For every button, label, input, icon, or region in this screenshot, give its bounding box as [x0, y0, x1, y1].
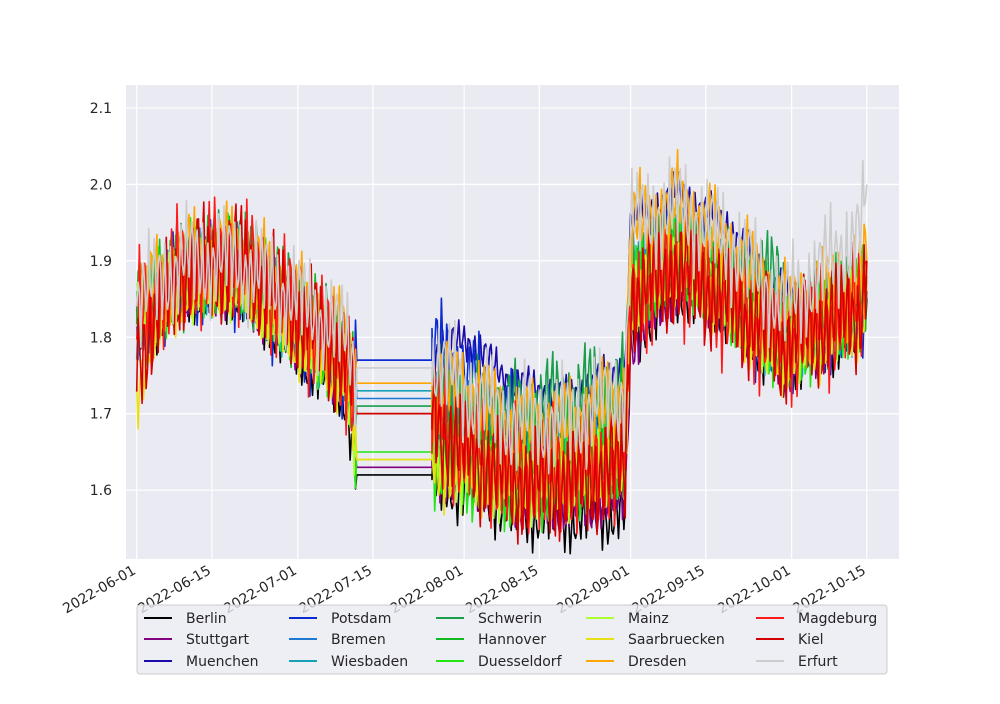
y-tick-label: 2.0 [90, 177, 112, 193]
series-line-erfurt [135, 156, 868, 475]
legend-label: Dresden [628, 654, 687, 670]
legend-label: Stuttgart [186, 632, 249, 648]
legend-label: Saarbruecken [628, 632, 725, 648]
y-tick-label: 1.7 [90, 407, 112, 423]
legend-label: Magdeburg [798, 611, 877, 627]
legend-label: Berlin [186, 611, 227, 627]
legend-label: Potsdam [331, 611, 391, 627]
legend-label: Wiesbaden [331, 654, 408, 670]
series-line-kiel [135, 201, 868, 545]
legend-label: Mainz [628, 611, 669, 627]
plot-lines [135, 148, 868, 555]
y-tick-label: 1.9 [90, 254, 112, 270]
y-tick-label: 2.1 [90, 101, 112, 117]
legend-label: Hannover [478, 632, 546, 648]
y-axis-ticks: 1.6 1.7 1.8 1.9 2.0 2.1 [90, 101, 112, 499]
legend-label: Erfurt [798, 654, 838, 670]
legend-label: Schwerin [478, 611, 542, 627]
legend-frame [136, 604, 888, 675]
x-tick-label: 2022-06-01 [60, 563, 138, 618]
y-tick-label: 1.8 [90, 330, 112, 346]
legend-label: Bremen [331, 632, 386, 648]
legend-label: Kiel [798, 632, 824, 648]
legend-label: Muenchen [186, 654, 259, 670]
legend: Berlin Stuttgart Muenchen Potsdam Bremen Wies… [136, 604, 888, 675]
y-tick-label: 1.6 [90, 483, 112, 499]
legend-label: Duesseldorf [478, 654, 563, 670]
